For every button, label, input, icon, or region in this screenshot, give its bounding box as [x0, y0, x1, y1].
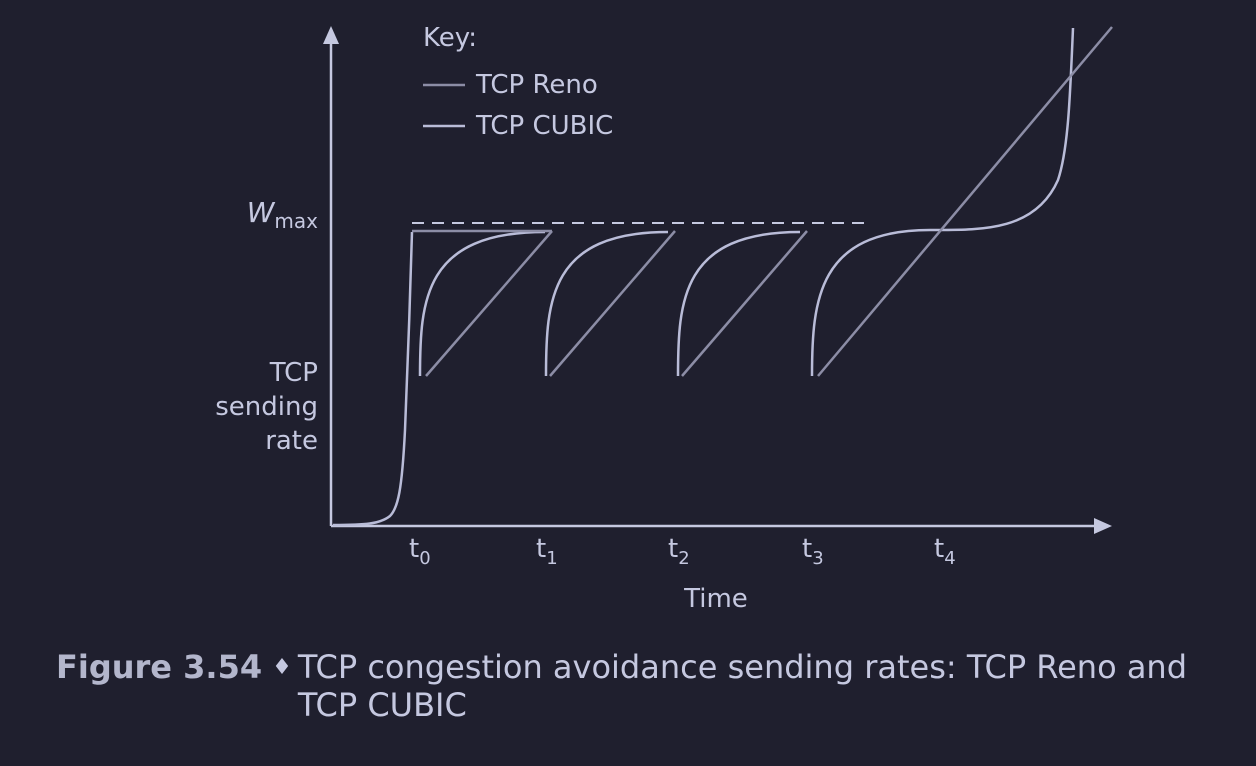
x-tick-base: t — [802, 534, 812, 564]
caption-text: TCP congestion avoidance sending rates: … — [297, 648, 1188, 724]
y-axis-label-line: TCP — [269, 358, 318, 388]
x-tick-base: t — [536, 534, 546, 564]
legend-label-cubic: TCP CUBIC — [475, 111, 613, 141]
legend: Key: TCP Reno TCP CUBIC — [423, 23, 613, 141]
slow-start-curve — [332, 231, 414, 527]
cubic-series — [418, 27, 1075, 377]
y-axis-arrowhead — [323, 26, 339, 44]
reno-segment — [549, 230, 676, 377]
congestion-diagram: Key: TCP Reno TCP CUBIC Wmax TCP sending… — [215, 23, 1113, 614]
reno-series — [412, 26, 1113, 377]
x-tick-label: t0 — [409, 534, 431, 569]
cubic-segment — [544, 230, 669, 377]
x-tick-sub: 4 — [944, 548, 955, 569]
y-axis-label-line: sending — [215, 392, 318, 422]
cubic-segment — [676, 230, 801, 377]
cubic-segment — [810, 27, 1075, 377]
figure-caption: Figure 3.54 ♦ TCP congestion avoidance sen… — [56, 648, 1226, 724]
x-axis-title: Time — [683, 584, 748, 614]
x-tick-sub: 1 — [546, 548, 557, 569]
wmax-label: Wmax — [247, 196, 318, 233]
y-axis-labels: Wmax TCP sending rate — [215, 196, 318, 456]
x-axis-ticks: t0 t1 t2 t3 t4 Time — [409, 534, 956, 614]
x-tick-base: t — [409, 534, 419, 564]
legend-title: Key: — [423, 23, 477, 53]
axes — [323, 26, 1112, 534]
x-tick-label: t3 — [802, 534, 824, 569]
x-tick-sub: 2 — [678, 548, 689, 569]
x-tick-sub: 3 — [812, 548, 823, 569]
reno-segment — [817, 26, 1113, 377]
x-tick-label: t1 — [536, 534, 558, 569]
reno-segment — [425, 230, 553, 377]
diamond-icon: ♦ — [272, 655, 292, 680]
cubic-segment — [418, 230, 546, 377]
wmax-subscript: max — [274, 209, 318, 233]
x-tick-base: t — [668, 534, 678, 564]
x-tick-base: t — [934, 534, 944, 564]
x-tick-label: t4 — [934, 534, 956, 569]
x-tick-label: t2 — [668, 534, 690, 569]
x-tick-sub: 0 — [419, 548, 430, 569]
wmax-symbol: W — [247, 196, 276, 229]
reno-segment — [681, 230, 808, 377]
x-axis-arrowhead — [1094, 518, 1112, 534]
legend-label-reno: TCP Reno — [475, 70, 598, 100]
y-axis-label-line: rate — [265, 426, 318, 456]
figure-number: Figure 3.54 — [56, 648, 263, 686]
